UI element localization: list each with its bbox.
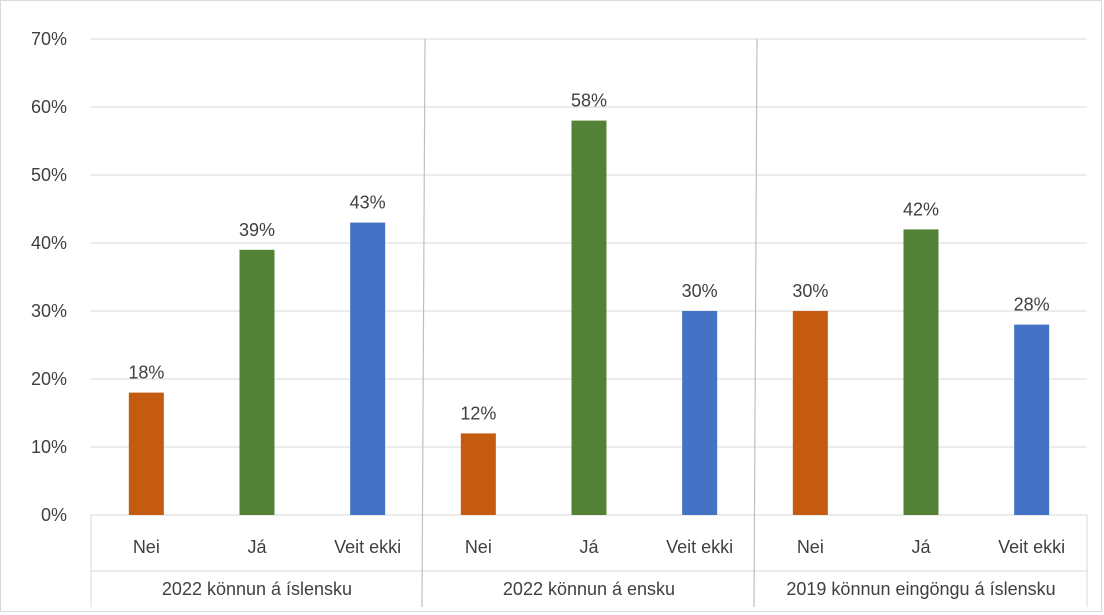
group-label: 2022 könnun á ensku [503, 579, 675, 599]
y-tick-label: 60% [31, 97, 67, 117]
group-label: 2022 könnun á íslensku [162, 579, 352, 599]
bar [903, 229, 939, 515]
category-label: Já [247, 537, 267, 557]
data-label: 18% [128, 363, 164, 383]
bar [571, 120, 607, 515]
category-label: Nei [465, 537, 492, 557]
category-label: Nei [133, 537, 160, 557]
data-label: 12% [460, 403, 496, 423]
data-label: 58% [571, 91, 607, 111]
y-tick-label: 0% [41, 505, 67, 525]
y-tick-label: 50% [31, 165, 67, 185]
y-tick-label: 70% [31, 29, 67, 49]
category-label: Veit ekki [666, 537, 733, 557]
data-label: 30% [682, 281, 718, 301]
data-label: 28% [1014, 295, 1050, 315]
bar [239, 249, 275, 516]
group-divider [753, 38, 758, 608]
category-label: Já [579, 537, 599, 557]
category-label: Nei [797, 537, 824, 557]
category-label: Veit ekki [998, 537, 1065, 557]
y-tick-label: 40% [31, 233, 67, 253]
bar [682, 311, 718, 515]
bar [350, 222, 386, 515]
bar [1014, 324, 1050, 515]
data-label: 30% [792, 281, 828, 301]
category-label: Já [911, 537, 931, 557]
data-label: 39% [239, 220, 275, 240]
data-label: 42% [903, 199, 939, 219]
category-label: Veit ekki [334, 537, 401, 557]
bar [128, 392, 164, 515]
y-tick-label: 20% [31, 369, 67, 389]
group-label: 2019 könnun eingöngu á íslensku [786, 579, 1055, 599]
bar [792, 311, 828, 515]
y-tick-label: 10% [31, 437, 67, 457]
group-divider [421, 38, 426, 608]
y-tick-label: 30% [31, 301, 67, 321]
bar [460, 433, 496, 515]
data-label: 43% [350, 193, 386, 213]
